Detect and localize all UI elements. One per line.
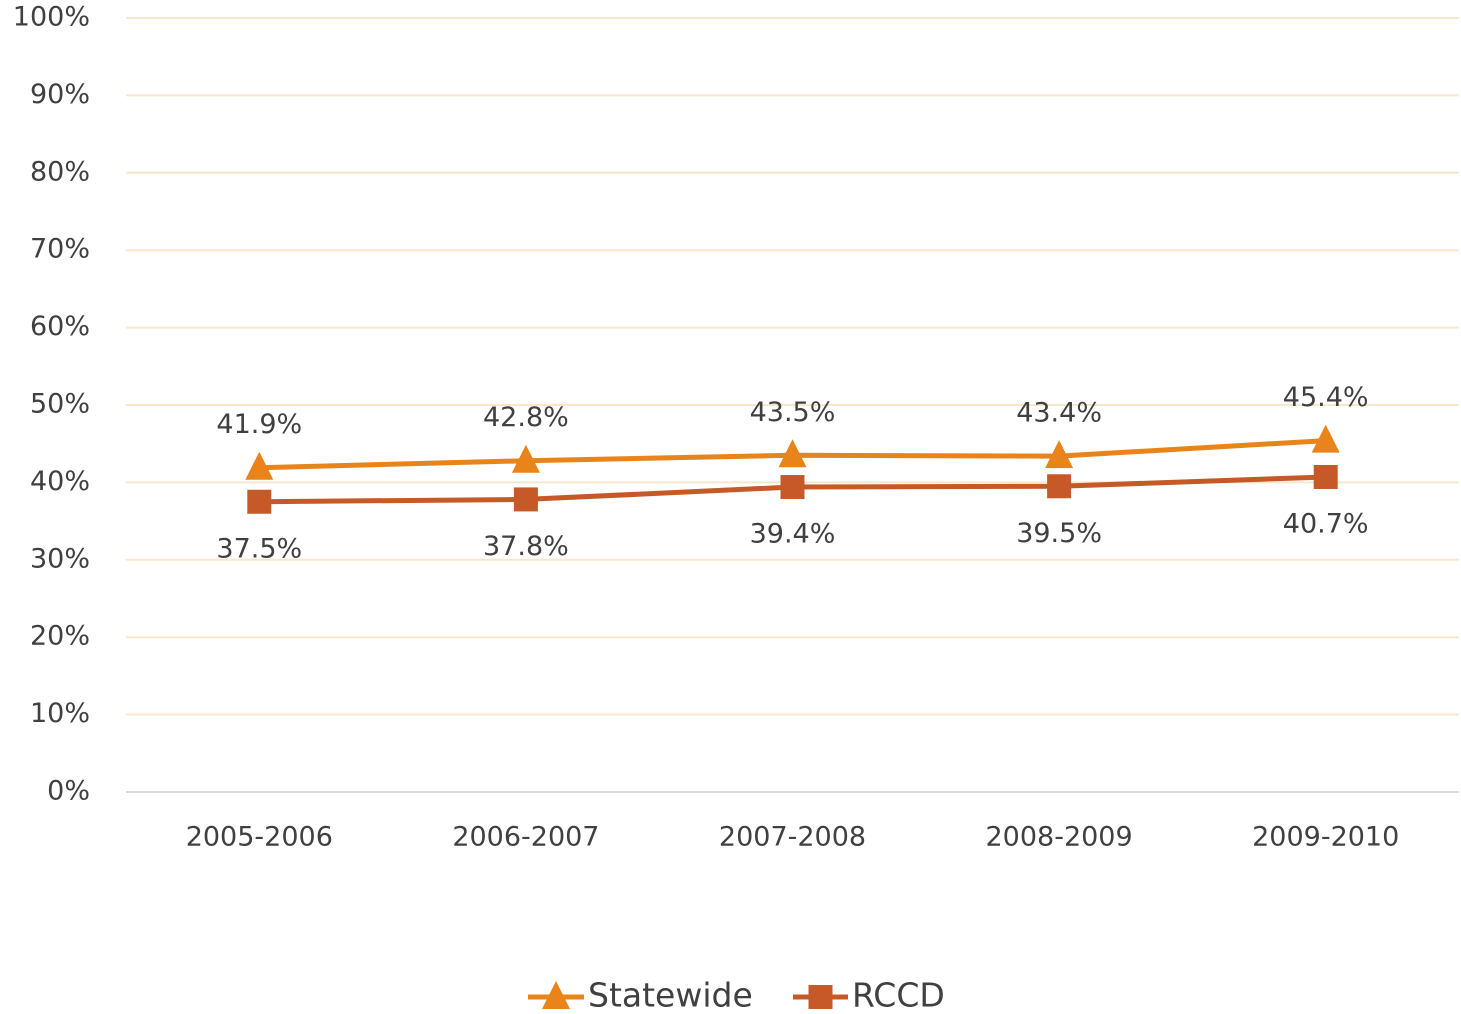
marker [778,439,807,468]
x-tick-label: 2008-2009 [986,822,1133,853]
marker [542,981,570,1009]
y-tick-label: 10% [30,698,90,729]
data-label: 43.4% [1016,398,1102,429]
data-label: 42.8% [483,402,569,433]
y-tick-label: 70% [30,234,90,265]
data-label: 40.7% [1283,508,1369,539]
y-tick-label: 40% [30,466,90,497]
marker [1047,474,1072,499]
marker [808,985,833,1009]
legend-label: RCCD [852,976,945,1014]
marker [511,444,540,473]
data-label: 37.5% [216,533,302,564]
marker [1045,440,1074,469]
marker [1313,464,1338,489]
marker [513,487,538,512]
data-label: 39.5% [1016,518,1102,549]
legend-label: Statewide [588,976,753,1014]
data-label: 41.9% [216,409,302,440]
y-tick-label: 90% [30,79,90,110]
y-tick-label: 80% [30,156,90,187]
data-label: 39.4% [750,519,836,550]
data-label: 43.5% [750,397,836,428]
y-tick-label: 0% [47,776,90,807]
x-tick-label: 2005-2006 [186,822,333,853]
y-tick-label: 60% [30,311,90,342]
marker [245,451,274,480]
marker [247,489,272,514]
x-tick-label: 2007-2008 [719,822,866,853]
y-tick-label: 30% [30,543,90,574]
x-tick-label: 2009-2010 [1252,822,1399,853]
x-tick-label: 2006-2007 [452,822,599,853]
data-label: 37.8% [483,531,569,562]
y-tick-label: 20% [30,621,90,652]
marker [780,475,805,500]
y-tick-label: 100% [13,2,90,33]
data-label: 45.4% [1283,382,1369,413]
marker [1311,424,1340,453]
y-tick-label: 50% [30,389,90,420]
